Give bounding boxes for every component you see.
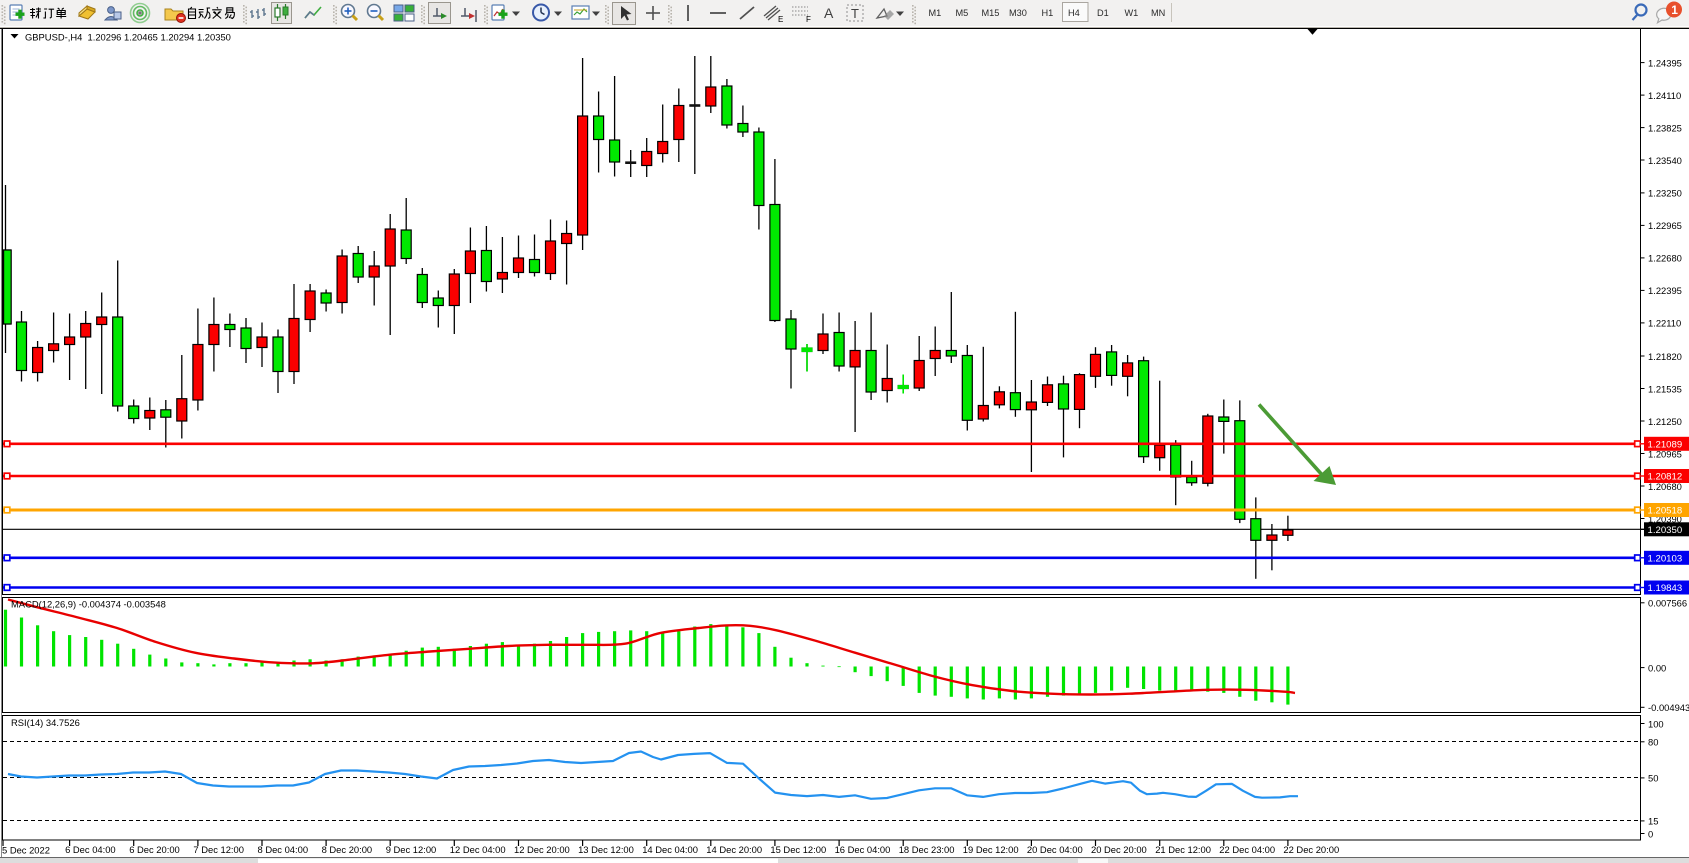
svg-text:D1: D1 (1097, 8, 1109, 18)
svg-text:1.20965: 1.20965 (1648, 448, 1682, 459)
svg-text:1.20812: 1.20812 (1648, 472, 1683, 483)
svg-text:50: 50 (1648, 773, 1658, 784)
svg-text:18 Dec 23:00: 18 Dec 23:00 (899, 844, 955, 855)
svg-text:7 Dec 12:00: 7 Dec 12:00 (193, 844, 244, 855)
svg-text:MN: MN (1151, 8, 1165, 18)
svg-text:1.20518: 1.20518 (1648, 506, 1683, 517)
svg-text:8 Dec 04:00: 8 Dec 04:00 (258, 844, 309, 855)
svg-text:RSI(14) 34.7526: RSI(14) 34.7526 (11, 717, 80, 728)
svg-text:1.22110: 1.22110 (1648, 318, 1681, 329)
svg-text:M1: M1 (929, 8, 942, 18)
svg-text:W1: W1 (1125, 8, 1139, 18)
svg-text:E: E (778, 15, 783, 24)
svg-text:H1: H1 (1042, 8, 1054, 18)
svg-text:1.20103: 1.20103 (1648, 553, 1683, 564)
svg-text:1.21535: 1.21535 (1648, 383, 1682, 394)
svg-text:0.007566: 0.007566 (1648, 598, 1687, 609)
svg-text:22 Dec 04:00: 22 Dec 04:00 (1219, 844, 1275, 855)
svg-text:1.21089: 1.21089 (1648, 439, 1683, 450)
svg-text:1.22680: 1.22680 (1648, 253, 1682, 264)
svg-text:14 Dec 04:00: 14 Dec 04:00 (642, 844, 698, 855)
svg-text:MACD(12,26,9) -0.004374 -0.003: MACD(12,26,9) -0.004374 -0.003548 (11, 599, 166, 610)
svg-text:1.20390: 1.20390 (1648, 513, 1682, 524)
svg-text:1.21250: 1.21250 (1648, 416, 1682, 427)
svg-text:1.24110: 1.24110 (1648, 90, 1681, 101)
svg-text:1.20680: 1.20680 (1648, 481, 1682, 492)
svg-text:12 Dec 04:00: 12 Dec 04:00 (450, 844, 506, 855)
svg-text:20 Dec 20:00: 20 Dec 20:00 (1091, 844, 1147, 855)
svg-text:1.23250: 1.23250 (1648, 188, 1682, 199)
svg-text:1.23540: 1.23540 (1648, 155, 1682, 166)
svg-text:M15: M15 (982, 8, 1000, 18)
svg-text:6 Dec 04:00: 6 Dec 04:00 (65, 844, 116, 855)
svg-text:1.19843: 1.19843 (1648, 583, 1683, 594)
svg-text:21 Dec 12:00: 21 Dec 12:00 (1155, 844, 1211, 855)
svg-text:15 Dec 12:00: 15 Dec 12:00 (770, 844, 826, 855)
svg-text:80: 80 (1648, 737, 1658, 748)
svg-text:1.22965: 1.22965 (1648, 220, 1682, 231)
svg-text:1: 1 (1671, 3, 1678, 17)
svg-text:F: F (806, 15, 811, 24)
svg-text:6 Dec 20:00: 6 Dec 20:00 (129, 844, 180, 855)
svg-text:15: 15 (1648, 816, 1658, 827)
svg-text:M5: M5 (956, 8, 969, 18)
svg-text:-0.004943: -0.004943 (1648, 702, 1689, 713)
svg-text:19 Dec 12:00: 19 Dec 12:00 (963, 844, 1019, 855)
svg-text:8 Dec 20:00: 8 Dec 20:00 (322, 844, 373, 855)
svg-text:GBPUSD-,H4 1.20296 1.20465 1.: GBPUSD-,H4 1.20296 1.20465 1.20294 1.203… (25, 32, 231, 43)
svg-text:0: 0 (1648, 828, 1653, 839)
svg-text:H4: H4 (1068, 8, 1080, 18)
svg-text:A: A (824, 5, 834, 21)
svg-text:13 Dec 12:00: 13 Dec 12:00 (578, 844, 634, 855)
svg-text:12 Dec 20:00: 12 Dec 20:00 (514, 844, 570, 855)
svg-text:M30: M30 (1009, 8, 1027, 18)
svg-text:1.24395: 1.24395 (1648, 57, 1682, 68)
svg-text:16 Dec 04:00: 16 Dec 04:00 (835, 844, 891, 855)
svg-text:5 Dec 2022: 5 Dec 2022 (2, 845, 50, 856)
svg-text:1.22395: 1.22395 (1648, 285, 1682, 296)
svg-text:0.00: 0.00 (1648, 662, 1666, 673)
svg-text:100: 100 (1648, 718, 1664, 729)
svg-text:T: T (851, 6, 859, 21)
svg-text:1.21820: 1.21820 (1648, 351, 1682, 362)
svg-text:1.23825: 1.23825 (1648, 122, 1682, 133)
svg-text:14 Dec 20:00: 14 Dec 20:00 (706, 844, 762, 855)
svg-text:1.20350: 1.20350 (1648, 525, 1683, 536)
svg-text:22 Dec 20:00: 22 Dec 20:00 (1283, 844, 1339, 855)
svg-text:20 Dec 04:00: 20 Dec 04:00 (1027, 844, 1083, 855)
svg-text:9 Dec 12:00: 9 Dec 12:00 (386, 844, 437, 855)
